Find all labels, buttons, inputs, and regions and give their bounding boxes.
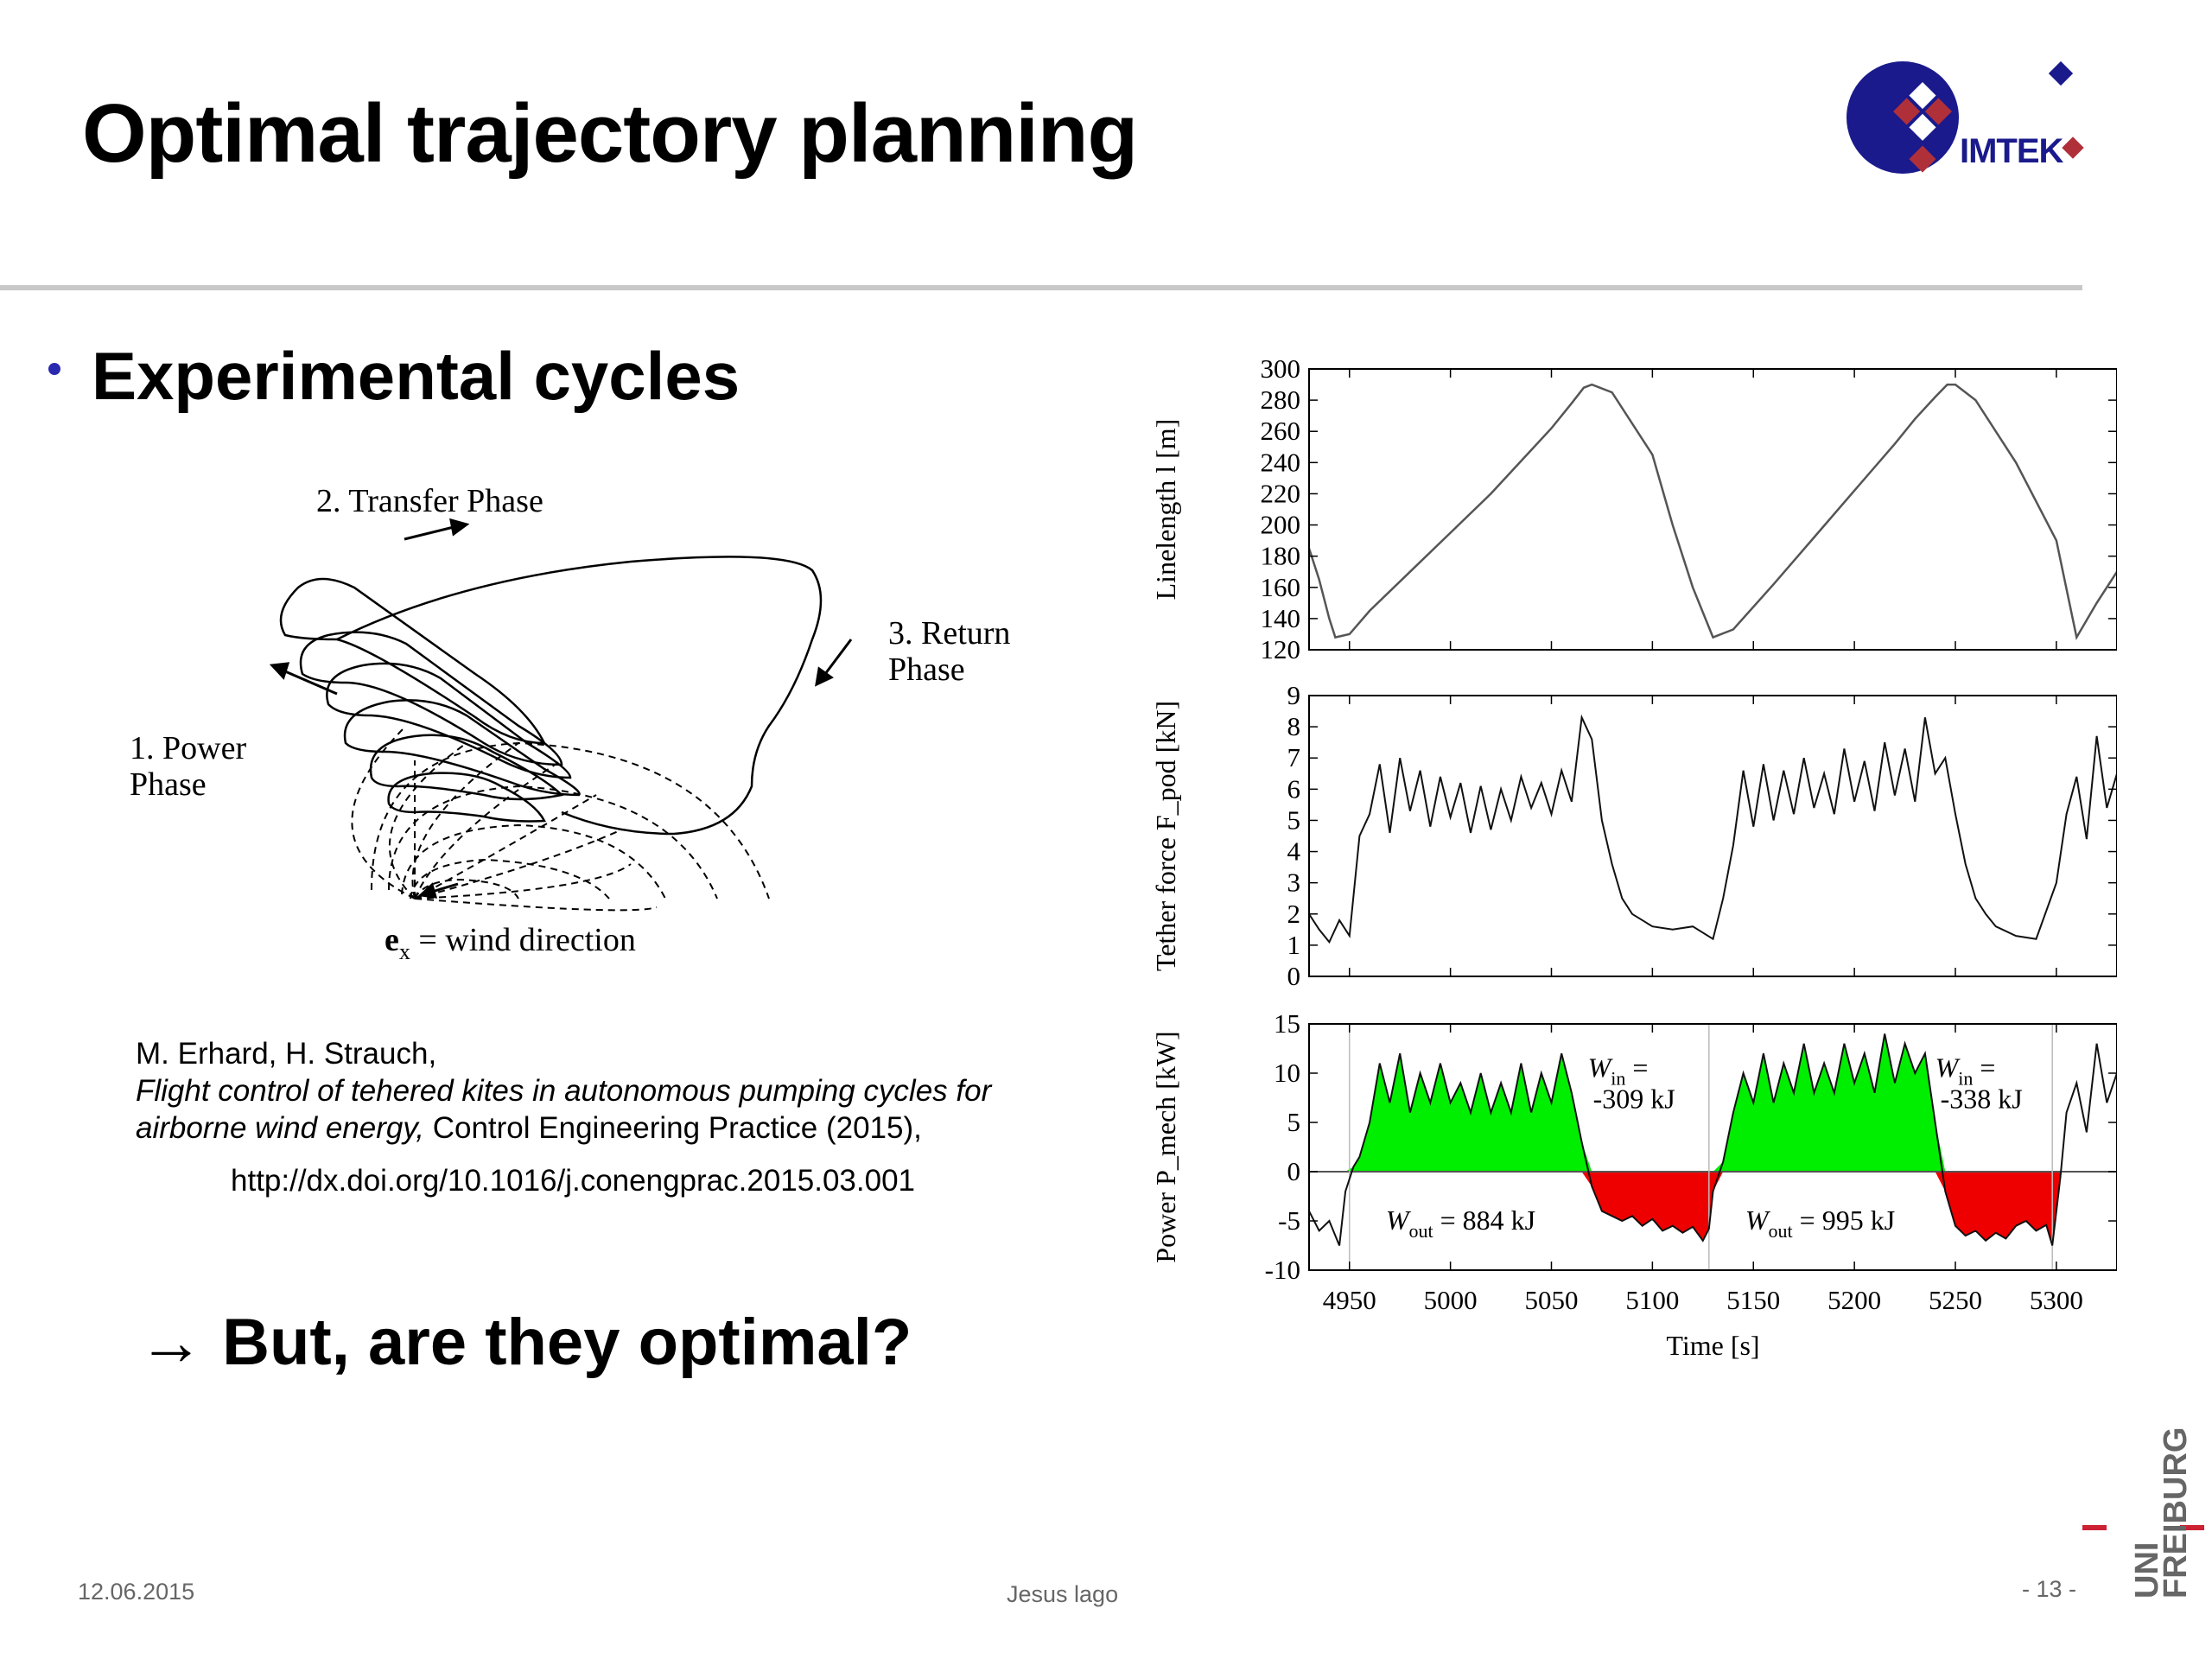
y-tick-label: 140 <box>1261 603 1301 633</box>
work-annotation: Win = -338 kJ <box>1936 1052 2023 1114</box>
uni-freiburg-logo: UNI FREIBURG <box>2082 1427 2204 1599</box>
x-tick-label: 4950 <box>1323 1285 1376 1315</box>
citation-title-journal: airborne wind energy, Control Engineerin… <box>136 1109 991 1147</box>
work-annotation: Wout = 884 kJ <box>1386 1205 1535 1242</box>
x-tick-label: 5250 <box>1929 1285 1982 1315</box>
imtek-logo: IMTEK <box>1847 60 2084 174</box>
negative-work-area <box>1309 1172 2117 1246</box>
citation-url[interactable]: http://dx.doi.org/10.1016/j.conengprac.2… <box>231 1164 915 1198</box>
y-tick-label: 1 <box>1287 930 1301 960</box>
label-transfer-phase: 2. Transfer Phase <box>316 483 543 519</box>
y-tick-label: 7 <box>1287 742 1301 772</box>
work-annotation: Wout = 995 kJ <box>1745 1205 1895 1242</box>
citation-title-2: airborne wind energy, <box>136 1111 424 1145</box>
kite-trajectory-diagram: 2. Transfer Phase 3. Return Phase 1. Pow… <box>130 483 1010 964</box>
y-tick-label: 9 <box>1287 680 1301 710</box>
y-tick-label: 220 <box>1261 478 1301 508</box>
y-tick-label: 280 <box>1261 385 1301 415</box>
label-return-phase-1: 3. Return <box>888 615 1010 652</box>
label-power-phase-1: 1. Power <box>130 730 246 766</box>
x-axis-label: Time [s] <box>1666 1330 1759 1361</box>
y-tick-label: 4 <box>1287 836 1301 867</box>
citation-title: Flight control of tehered kites in auton… <box>136 1074 992 1108</box>
y-axis-label: Power P_mech [kW] <box>1150 1031 1181 1262</box>
y-tick-label: 180 <box>1261 541 1301 571</box>
y-tick-label: 160 <box>1261 572 1301 602</box>
x-tick-label: 5000 <box>1424 1285 1478 1315</box>
plot-frame <box>1308 368 2117 651</box>
uni-logo-freiburg: FREIBURG <box>2158 1427 2194 1599</box>
series-line <box>1307 383 2117 641</box>
footer-date: 12.06.2015 <box>78 1579 195 1605</box>
y-tick-label: 120 <box>1261 634 1301 664</box>
plot-frame <box>1308 1023 2117 1271</box>
y-tick-label: 300 <box>1261 353 1301 384</box>
y-tick-label: 2 <box>1287 899 1301 929</box>
label-power-phase-2: Phase <box>130 766 207 803</box>
y-tick-label: -5 <box>1278 1205 1300 1236</box>
label-return-phase-2: Phase <box>888 652 965 688</box>
series-line <box>1308 714 2117 944</box>
y-tick-label: 3 <box>1287 868 1301 898</box>
footer-page-number: - 13 - <box>2022 1576 2077 1602</box>
bullet-dot <box>48 363 60 375</box>
y-tick-label: -10 <box>1265 1255 1300 1285</box>
series-line <box>1308 1033 2117 1246</box>
plot-frame <box>1308 695 2117 977</box>
label-wind-e: e <box>385 922 399 958</box>
y-tick-label: 0 <box>1287 1156 1301 1186</box>
svg-text:ex = wind direction: ex = wind direction <box>385 922 636 964</box>
work-annotation: Win = -309 kJ <box>1588 1052 1675 1114</box>
label-wind-direction: = wind direction <box>410 922 636 958</box>
y-tick-label: 200 <box>1261 510 1301 540</box>
question-text: But, are they optimal? <box>222 1306 912 1379</box>
uni-logo-uni: UNI <box>2129 1542 2165 1599</box>
y-axis-label: Linelength l [m] <box>1150 419 1181 601</box>
y-tick-label: 5 <box>1287 804 1301 835</box>
y-tick-label: 10 <box>1274 1058 1300 1088</box>
bullet-heading: Experimental cycles <box>92 338 741 414</box>
arrow-right-icon: → <box>138 1306 204 1379</box>
citation-authors: M. Erhard, H. Strauch, <box>136 1037 437 1071</box>
x-tick-label: 5150 <box>1726 1285 1780 1315</box>
x-tick-label: 5200 <box>1827 1285 1881 1315</box>
x-tick-label: 5300 <box>2030 1285 2083 1315</box>
x-tick-label: 5100 <box>1625 1285 1679 1315</box>
y-axis-label: Tether force F_pod [kN] <box>1150 701 1181 971</box>
y-tick-label: 6 <box>1287 773 1301 804</box>
y-tick-label: 240 <box>1261 447 1301 477</box>
slide-title: Optimal trajectory planning <box>82 87 1138 180</box>
label-wind-sub: x <box>399 939 410 964</box>
y-tick-label: 260 <box>1261 416 1301 446</box>
y-tick-label: 8 <box>1287 711 1301 741</box>
chart-panel-3: -10 -5 0 5 10 15 4950 5000 5050 5100 5150 5200 5250 5… <box>1150 1008 2117 1361</box>
imtek-logo-text: IMTEK <box>1960 132 2064 170</box>
x-tick-label: 5050 <box>1525 1285 1579 1315</box>
y-tick-label: 5 <box>1287 1107 1301 1137</box>
y-tick-label: 15 <box>1274 1008 1300 1039</box>
y-tick-label: 0 <box>1287 961 1301 991</box>
closing-question: → But, are they optimal? <box>138 1305 912 1380</box>
experimental-cycles-charts: 120140160180200220240260280300Linelength… <box>1150 353 2117 1361</box>
title-divider <box>0 285 2082 290</box>
positive-work-area <box>1309 1033 2117 1172</box>
citation: M. Erhard, H. Strauch, Flight control of… <box>136 1035 991 1147</box>
citation-journal: Control Engineering Practice (2015), <box>424 1111 922 1145</box>
footer-author: Jesus lago <box>1007 1581 1119 1607</box>
